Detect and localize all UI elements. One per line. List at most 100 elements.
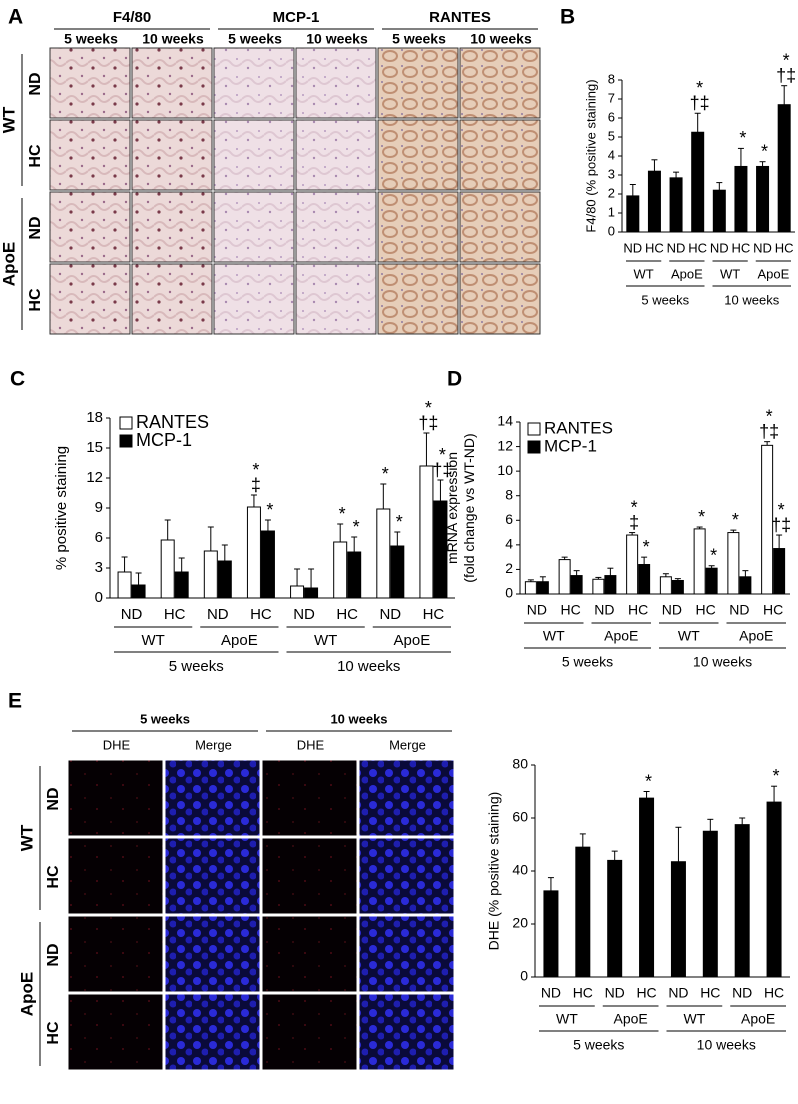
bar: [727, 532, 740, 595]
significance-marker: *: [761, 141, 768, 161]
legend-label: RANTES: [136, 412, 209, 432]
bar: [626, 534, 639, 595]
significance-marker: *: [396, 512, 403, 532]
bar: [575, 846, 591, 978]
x-tick-label: ND: [207, 606, 229, 623]
bar: [693, 528, 706, 595]
bar: [390, 545, 405, 599]
x-tick-label: ND: [605, 985, 625, 1001]
x-tick-label: ND: [527, 602, 547, 618]
y-tick-label: 18: [86, 409, 103, 426]
significance-marker: †‡: [690, 93, 710, 113]
bar: [777, 104, 791, 233]
micrograph: [358, 837, 455, 915]
legend-swatch: [527, 440, 541, 454]
bar: [670, 861, 686, 978]
bar: [691, 131, 705, 233]
x-tick-label: HC: [688, 240, 707, 255]
bar: [376, 508, 391, 599]
micrograph: [67, 759, 164, 837]
bar: [669, 177, 683, 233]
x-tick-label: ND: [668, 985, 688, 1001]
micrograph: [459, 191, 541, 263]
x-tick-label: HC: [763, 602, 783, 618]
group-label: ApoE: [614, 1011, 648, 1027]
micrograph: [213, 191, 295, 263]
group-label: WT: [141, 632, 164, 649]
micrograph: [49, 263, 131, 335]
significance-marker: *: [425, 398, 432, 418]
x-tick-label: ND: [293, 606, 315, 623]
bar: [160, 539, 175, 599]
bar: [592, 578, 605, 595]
micrograph: [358, 993, 455, 1071]
significance-marker: *: [266, 500, 273, 520]
column-subheader: 10 weeks: [470, 31, 532, 47]
micrograph: [295, 191, 377, 263]
y-tick-label: 20: [512, 915, 528, 931]
micrograph: [213, 263, 295, 335]
micrograph: [459, 263, 541, 335]
panel-label: E: [8, 690, 22, 713]
row-group-label: WT: [0, 106, 18, 133]
panel-label: C: [10, 368, 25, 391]
significance-marker: *: [732, 510, 739, 530]
y-tick-label: 4: [505, 536, 513, 552]
column-header: RANTES: [429, 9, 491, 26]
bar: [174, 571, 189, 599]
micrograph: [131, 47, 213, 119]
row-label: ND: [45, 943, 62, 966]
column-header: F4/80: [113, 9, 151, 26]
supergroup-label: 5 weeks: [641, 292, 689, 307]
x-tick-label: ND: [541, 985, 561, 1001]
bar: [626, 195, 640, 233]
x-tick-label: HC: [423, 606, 445, 623]
x-tick-label: HC: [732, 240, 751, 255]
y-axis-label: mRNA expression: [444, 452, 460, 564]
x-tick-label: HC: [250, 606, 272, 623]
bar: [333, 541, 348, 599]
x-tick-label: ND: [379, 606, 401, 623]
bar: [246, 506, 261, 599]
significance-marker: †‡: [432, 460, 452, 480]
micrograph: [164, 915, 261, 993]
group-label: WT: [556, 1011, 578, 1027]
micrograph: [131, 191, 213, 263]
significance-marker: †‡: [776, 65, 796, 85]
micrograph: [213, 47, 295, 119]
micrograph: [377, 263, 459, 335]
legend-label: MCP-1: [136, 430, 192, 450]
x-tick-label: HC: [775, 240, 794, 255]
row-label: ND: [27, 216, 44, 239]
bar: [524, 581, 537, 595]
panel-label: A: [8, 6, 23, 29]
row-group-label: WT: [17, 824, 36, 851]
column-subheader: Merge: [195, 737, 232, 752]
column-subheader: 10 weeks: [306, 31, 368, 47]
bar: [607, 859, 623, 978]
x-tick-label: HC: [636, 985, 656, 1001]
supergroup-label: 10 weeks: [693, 654, 752, 670]
significance-marker: *: [439, 445, 446, 465]
bar: [647, 170, 661, 233]
group-label: ApoE: [394, 632, 431, 649]
bar: [766, 801, 782, 978]
significance-marker: *: [778, 500, 785, 520]
micrograph: [459, 47, 541, 119]
y-tick-label: 10: [497, 462, 513, 478]
group-label: ApoE: [757, 266, 789, 281]
y-tick-label: 40: [512, 862, 528, 878]
micrograph: [164, 837, 261, 915]
bar: [570, 575, 583, 595]
bar: [131, 584, 146, 599]
y-tick-label: 5: [608, 128, 615, 143]
micrograph: [377, 119, 459, 191]
group-label: ApoE: [739, 628, 773, 644]
x-tick-label: HC: [764, 985, 784, 1001]
bar: [604, 575, 617, 595]
micrograph: [49, 119, 131, 191]
bar: [260, 530, 275, 599]
micrograph: [131, 263, 213, 335]
significance-marker: *: [766, 406, 773, 426]
significance-marker: *: [353, 517, 360, 537]
